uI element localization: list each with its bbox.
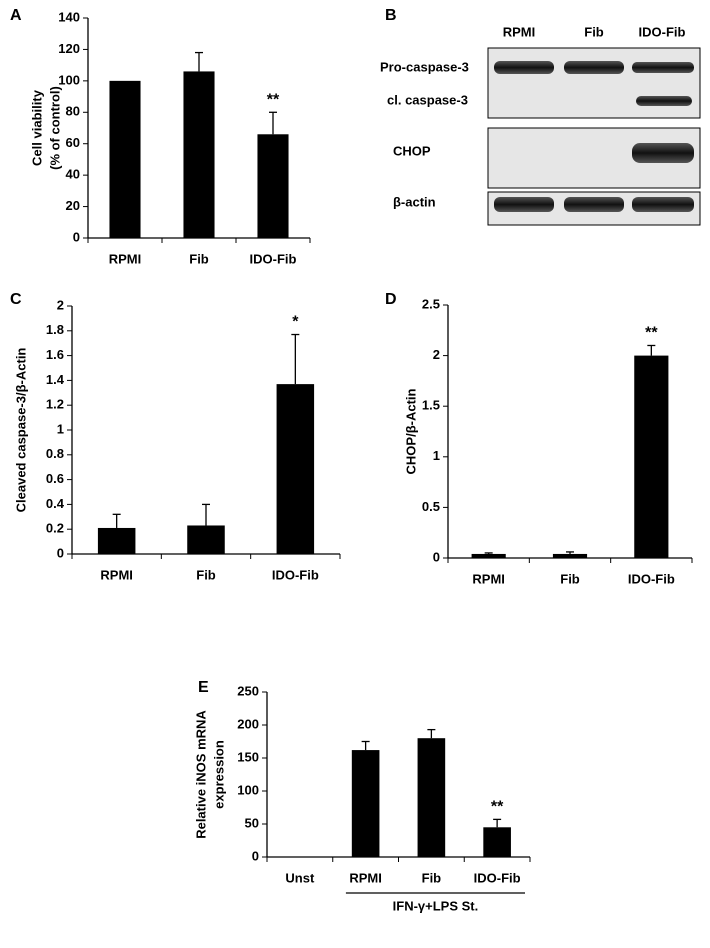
y-tick-label: 1	[433, 448, 440, 463]
y-tick-label: 1.2	[46, 397, 64, 412]
y-tick-label: 250	[237, 683, 259, 698]
y-tick-label: 1	[57, 421, 64, 436]
significance: **	[491, 799, 504, 816]
y-tick-label: 1.5	[422, 398, 440, 413]
y-axis-label: Cell viability	[29, 89, 44, 166]
bar	[187, 525, 225, 554]
x-tick-label: Fib	[196, 567, 216, 582]
y-tick-label: 0.2	[46, 521, 64, 536]
x-tick-label: RPMI	[109, 251, 142, 266]
y-tick-label: 60	[66, 135, 80, 150]
blot-row: CHOP	[393, 143, 431, 158]
y-tick-label: 20	[66, 198, 80, 213]
y-tick-label: 0.4	[46, 496, 65, 511]
x-tick-label: IDO-Fib	[272, 567, 319, 582]
y-tick-label: 0.6	[46, 471, 64, 486]
y-tick-label: 0	[73, 229, 80, 244]
blot-column: Fib	[584, 24, 604, 39]
y-tick-label: 2	[57, 297, 64, 312]
x-tick-label: RPMI	[349, 870, 382, 885]
y-tick-label: 80	[66, 104, 80, 119]
y-tick-label: 40	[66, 167, 80, 182]
panel-letter: E	[198, 679, 209, 696]
bar	[183, 71, 215, 238]
y-axis-label: (% of control)	[47, 86, 62, 170]
y-tick-label: 1.4	[46, 372, 65, 387]
y-tick-label: 150	[237, 749, 259, 764]
y-tick-label: 0	[252, 848, 259, 863]
bar	[471, 553, 506, 558]
panel-letter: D	[385, 291, 397, 308]
panel-letter: C	[10, 291, 22, 308]
y-tick-label: 0.8	[46, 446, 64, 461]
panel-letter: B	[385, 7, 397, 24]
y-axis-label: CHOP/β-Actin	[403, 388, 418, 474]
y-axis-label: Relative iNOS mRNA	[193, 710, 208, 839]
y-axis-label: Cleaved caspase-3/β-Actin	[13, 348, 28, 513]
significance: **	[267, 92, 280, 109]
y-tick-label: 0	[57, 545, 64, 560]
significance: **	[645, 325, 658, 342]
y-tick-label: 50	[245, 815, 259, 830]
blot-row: cl. caspase-3	[387, 92, 468, 107]
y-tick-label: 2.5	[422, 296, 440, 311]
bar	[257, 134, 289, 238]
group-label: IFN-γ+LPS St.	[393, 898, 479, 913]
y-axis-label: expression	[211, 740, 226, 809]
x-tick-label: IDO-Fib	[474, 870, 521, 885]
blot-column: RPMI	[503, 24, 536, 39]
bar	[552, 553, 588, 558]
x-tick-label: IDO-Fib	[250, 251, 297, 266]
panel-letter: A	[10, 7, 22, 24]
blot-column: IDO-Fib	[639, 24, 686, 39]
blot-image	[487, 47, 701, 226]
x-tick-label: RPMI	[100, 567, 133, 582]
x-tick-label: IDO-Fib	[628, 571, 675, 586]
y-tick-label: 120	[58, 41, 80, 56]
x-tick-label: RPMI	[472, 571, 505, 586]
bar	[97, 527, 136, 554]
significance: *	[292, 314, 299, 331]
bar	[634, 355, 669, 558]
y-tick-label: 0	[433, 549, 440, 564]
y-tick-label: 1.6	[46, 347, 64, 362]
y-tick-label: 100	[237, 782, 259, 797]
y-tick-label: 140	[58, 9, 80, 24]
x-tick-label: Fib	[422, 870, 442, 885]
y-tick-label: 1.8	[46, 322, 64, 337]
y-tick-label: 0.5	[422, 499, 440, 514]
y-tick-label: 2	[433, 347, 440, 362]
bar	[109, 80, 141, 238]
y-tick-label: 200	[237, 716, 259, 731]
x-tick-label: Unst	[285, 870, 315, 885]
blot-row: β-actin	[393, 194, 436, 209]
bar	[483, 827, 511, 857]
y-tick-label: 100	[58, 72, 80, 87]
x-tick-label: Fib	[560, 571, 580, 586]
x-tick-label: Fib	[189, 251, 209, 266]
bar	[351, 750, 380, 857]
bar	[417, 738, 446, 857]
blot-row: Pro-caspase-3	[380, 59, 469, 74]
bar	[276, 384, 315, 554]
